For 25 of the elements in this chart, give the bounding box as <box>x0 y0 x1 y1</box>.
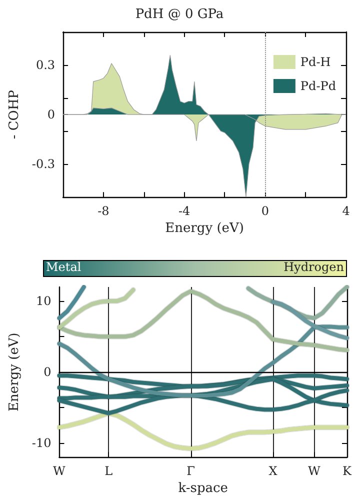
legend-label: Pd-Pd <box>300 79 336 93</box>
y-tick-label: 0 <box>47 108 56 122</box>
text: Metal <box>46 260 82 274</box>
x-tick-label: Γ <box>186 464 195 478</box>
x-tick-label: X <box>268 464 278 478</box>
y-tick-label: -10 <box>32 436 52 450</box>
x-axis-title: Energy (eV) <box>165 221 244 236</box>
x-tick-label: W <box>53 464 66 478</box>
x-tick-label: W <box>308 464 321 478</box>
y-tick-label: 10 <box>36 294 52 308</box>
text: Hydrogen <box>284 260 344 274</box>
x-tick-label: -8 <box>98 204 110 218</box>
y-axis-title: Energy (eV) <box>7 332 22 412</box>
x-tick-label: L <box>104 464 113 478</box>
y-axis-title: - COHP <box>7 90 22 140</box>
y-tick-label: -0.3 <box>32 157 56 172</box>
legend-label: Pd-H <box>300 55 331 69</box>
x-tick-label: 0 <box>261 204 269 218</box>
x-tick-label: K <box>342 464 353 478</box>
x-tick-label: -4 <box>178 204 191 218</box>
y-tick-label: 0.3 <box>36 58 56 72</box>
y-tick-label: 0 <box>44 365 52 380</box>
x-axis-title: k-space <box>178 481 228 496</box>
x-tick-label: 4 <box>342 204 350 218</box>
chart-title: PdH @ 0 GPa <box>135 7 224 22</box>
